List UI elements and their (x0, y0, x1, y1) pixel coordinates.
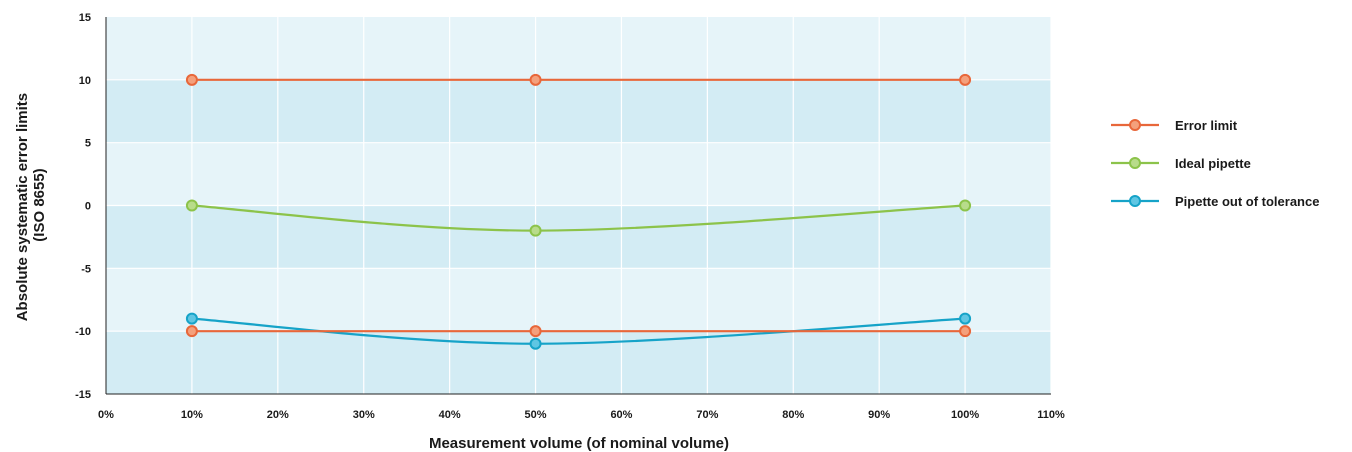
legend-label: Error limit (1175, 118, 1238, 133)
plot-bands (106, 17, 1051, 394)
plot-band (106, 331, 1051, 394)
x-tick-label: 70% (696, 409, 718, 421)
y-axis-title: Absolute systematic error limits (ISO 86… (14, 89, 48, 322)
plot-band (106, 79, 1051, 143)
y-tick-label: 5 (85, 138, 91, 150)
data-point (529, 337, 542, 350)
x-tick-label: 30% (353, 409, 375, 421)
legend-marker (1129, 195, 1141, 207)
y-tick-labels: 15 10 5 0 -5 -10 -15 (75, 12, 91, 401)
x-tick-labels: 0% 10% 20% 30% 40% 50% 60% 70% 80% 90% 100% 110% (98, 409, 1065, 421)
y-tick-label: 0 (85, 201, 91, 213)
data-point (529, 224, 542, 237)
data-point (185, 325, 198, 338)
plot-band (106, 142, 1051, 206)
data-point (959, 325, 972, 338)
data-point (185, 73, 198, 86)
axes (105, 17, 1051, 395)
x-tick-label: 110% (1037, 409, 1065, 421)
data-point (185, 312, 198, 325)
legend-label: Ideal pipette (1175, 156, 1251, 171)
y-tick-label: -15 (75, 389, 91, 401)
data-point (959, 73, 972, 86)
x-tick-label: 50% (525, 409, 547, 421)
data-point (185, 199, 198, 212)
y-axis-title-line-1: Absolute systematic error limits (14, 93, 31, 321)
x-tick-label: 40% (439, 409, 461, 421)
plot-band (106, 17, 1051, 80)
x-tick-label: 60% (610, 409, 632, 421)
plot-band (106, 205, 1051, 269)
data-point (529, 325, 542, 338)
legend-marker (1129, 157, 1141, 169)
y-tick-label: -5 (81, 263, 91, 275)
x-tick-label: 0% (98, 409, 114, 421)
x-tick-label: 90% (868, 409, 890, 421)
y-tick-label: -10 (75, 326, 91, 338)
y-tick-label: 15 (79, 12, 91, 24)
x-axis-title: Measurement volume (of nominal volume) (429, 435, 729, 452)
data-point (959, 199, 972, 212)
x-tick-label: 10% (181, 409, 203, 421)
plot-band (106, 268, 1051, 332)
data-point (959, 312, 972, 325)
x-tick-label: 20% (267, 409, 289, 421)
legend-marker (1129, 119, 1141, 131)
x-tick-label: 100% (951, 409, 979, 421)
legend-label: Pipette out of tolerance (1175, 194, 1319, 209)
x-tick-label: 80% (782, 409, 804, 421)
y-tick-label: 10 (79, 75, 91, 87)
y-axis-title-line-2: (ISO 8655) (31, 168, 48, 241)
legend: Error limit Ideal pipette Pipette out of t… (1111, 118, 1319, 209)
data-point (529, 73, 542, 86)
series-markers (185, 73, 972, 350)
